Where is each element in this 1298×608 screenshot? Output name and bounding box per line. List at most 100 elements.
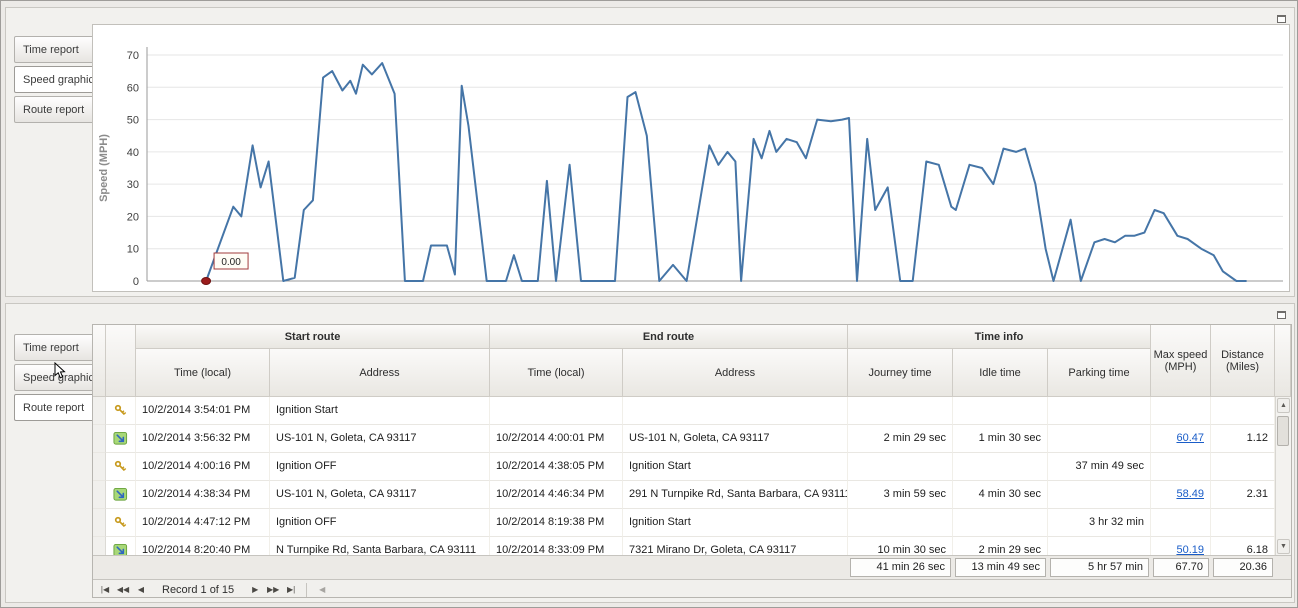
cell-start-time: 10/2/2014 3:54:01 PM	[136, 397, 270, 425]
first-record-button[interactable]: |◀	[96, 582, 114, 598]
cell-end-time: 10/2/2014 8:33:09 PM	[490, 537, 623, 555]
column-header-end-time[interactable]: Time (local)	[490, 349, 623, 397]
cell-end-time: 10/2/2014 8:19:38 PM	[490, 509, 623, 537]
max-speed-link[interactable]: 60.47	[1176, 432, 1204, 444]
next-record-button[interactable]: ▶	[246, 582, 264, 598]
tab-speed-graphic[interactable]: Speed graphic	[14, 66, 96, 93]
summary-idle-time: 13 min 49 sec	[955, 558, 1046, 577]
table-row[interactable]: 10/2/2014 4:00:16 PM Ignition OFF 10/2/201…	[93, 453, 1275, 481]
column-header-start-address[interactable]: Address	[270, 349, 490, 397]
band-end-route[interactable]: End route	[490, 325, 848, 349]
column-header-start-time[interactable]: Time (local)	[136, 349, 270, 397]
next-page-button[interactable]: ▶▶	[264, 582, 282, 598]
table-row[interactable]: 10/2/2014 3:54:01 PM Ignition Start	[93, 397, 1275, 425]
cell-parking	[1048, 537, 1151, 555]
cell-end-address: US-101 N, Goleta, CA 93117	[623, 425, 848, 453]
tab-time-report[interactable]: Time report	[14, 36, 94, 63]
key-icon	[106, 453, 136, 481]
cell-end-address: 291 N Turnpike Rd, Santa Barbara, CA 931…	[623, 481, 848, 509]
row-indicator	[93, 425, 106, 453]
hscroll-left-button[interactable]: ◀	[313, 582, 331, 598]
scroll-down-button[interactable]: ▼	[1277, 539, 1290, 554]
header-row-indicator-corner	[93, 325, 106, 397]
bottom-panel-collapse-button[interactable]	[1273, 307, 1289, 322]
svg-text:60: 60	[127, 82, 139, 94]
last-record-button[interactable]: ▶|	[282, 582, 300, 598]
route-icon	[106, 425, 136, 453]
grid-body: 10/2/2014 3:54:01 PM Ignition Start 10/2/2…	[93, 397, 1291, 555]
max-speed-link[interactable]: 50.19	[1176, 544, 1204, 555]
key-icon	[106, 397, 136, 425]
column-header-distance[interactable]: Distance (Miles)	[1211, 325, 1275, 397]
cell-parking	[1048, 425, 1151, 453]
summary-distance: 20.36	[1213, 558, 1273, 577]
cell-start-address: US-101 N, Goleta, CA 93117	[270, 481, 490, 509]
svg-text:50: 50	[127, 115, 139, 127]
cell-start-address: Ignition OFF	[270, 509, 490, 537]
cell-distance	[1211, 453, 1275, 481]
cell-end-address	[623, 397, 848, 425]
column-header-parking-time[interactable]: Parking time	[1048, 349, 1151, 397]
max-speed-link[interactable]: 58.49	[1176, 488, 1204, 500]
vertical-scrollbar[interactable]: ▲ ▼	[1275, 397, 1291, 555]
band-start-route[interactable]: Start route	[136, 325, 490, 349]
cell-start-time: 10/2/2014 4:00:16 PM	[136, 453, 270, 481]
table-row[interactable]: 10/2/2014 3:56:32 PM US-101 N, Goleta, CA…	[93, 425, 1275, 453]
grid-header: Start route End route Time info Max spee…	[93, 325, 1291, 397]
cell-distance	[1211, 397, 1275, 425]
summary-journey-time: 41 min 26 sec	[850, 558, 951, 577]
band-time-info[interactable]: Time info	[848, 325, 1151, 349]
tab-route-report[interactable]: Route report	[14, 96, 94, 123]
cell-end-address: Ignition Start	[623, 453, 848, 481]
table-row[interactable]: 10/2/2014 4:47:12 PM Ignition OFF 10/2/201…	[93, 509, 1275, 537]
tab-speed-graphic[interactable]: Speed graphic	[14, 364, 94, 391]
route-icon	[106, 481, 136, 509]
cell-idle	[953, 453, 1048, 481]
previous-record-button[interactable]: ◀	[132, 582, 150, 598]
route-report-panel: Time report Speed graphic Route report S…	[5, 303, 1295, 603]
table-row[interactable]: 10/2/2014 8:20:40 PM N Turnpike Rd, Santa…	[93, 537, 1275, 555]
bottom-tabstrip: Time report Speed graphic Route report	[14, 334, 98, 424]
cell-idle	[953, 509, 1048, 537]
cell-journey	[848, 453, 953, 481]
column-header-end-address[interactable]: Address	[623, 349, 848, 397]
route-icon	[106, 537, 136, 555]
column-header-max-speed[interactable]: Max speed (MPH)	[1151, 325, 1211, 397]
scrollbar-thumb[interactable]	[1277, 416, 1289, 446]
speed-chart[interactable]: 0 10 20 30 40 50 60 70 Speed (MPH) 0.00	[92, 24, 1290, 292]
tab-route-report[interactable]: Route report	[14, 394, 96, 421]
cell-max-speed	[1151, 509, 1211, 537]
record-navigator: |◀ ◀◀ ◀ Record 1 of 15 ▶ ▶▶ ▶| ◀	[93, 579, 1291, 598]
column-header-journey-time[interactable]: Journey time	[848, 349, 953, 397]
cell-idle	[953, 397, 1048, 425]
tab-time-report[interactable]: Time report	[14, 334, 94, 361]
cell-end-time	[490, 397, 623, 425]
cell-parking: 3 hr 32 min	[1048, 509, 1151, 537]
previous-page-button[interactable]: ◀◀	[114, 582, 132, 598]
column-header-idle-time[interactable]: Idle time	[953, 349, 1048, 397]
cell-journey: 10 min 30 sec	[848, 537, 953, 555]
cell-journey	[848, 509, 953, 537]
cell-start-time: 10/2/2014 8:20:40 PM	[136, 537, 270, 555]
scroll-up-button[interactable]: ▲	[1277, 398, 1290, 413]
key-icon	[106, 509, 136, 537]
speed-chart-svg: 0 10 20 30 40 50 60 70 Speed (MPH) 0.00	[98, 47, 1283, 288]
top-panel-collapse-button[interactable]	[1273, 11, 1289, 26]
scrollbar-track[interactable]	[1276, 414, 1291, 538]
svg-text:40: 40	[127, 147, 139, 159]
row-indicator	[93, 397, 106, 425]
cell-start-address: Ignition Start	[270, 397, 490, 425]
cell-end-address: 7321 Mirano Dr, Goleta, CA 93117	[623, 537, 848, 555]
chart-tooltip	[213, 252, 249, 270]
cell-max-speed: 50.19	[1151, 537, 1211, 555]
table-row[interactable]: 10/2/2014 4:38:34 PM US-101 N, Goleta, CA…	[93, 481, 1275, 509]
summary-max-speed: 67.70	[1153, 558, 1209, 577]
cell-end-time: 10/2/2014 4:00:01 PM	[490, 425, 623, 453]
header-scrollbar-corner	[1275, 325, 1291, 397]
collapse-icon	[1276, 310, 1286, 319]
cell-parking	[1048, 481, 1151, 509]
cell-parking: 37 min 49 sec	[1048, 453, 1151, 481]
svg-text:10: 10	[127, 244, 139, 256]
record-position-label: Record 1 of 15	[162, 583, 235, 596]
cell-max-speed	[1151, 397, 1211, 425]
